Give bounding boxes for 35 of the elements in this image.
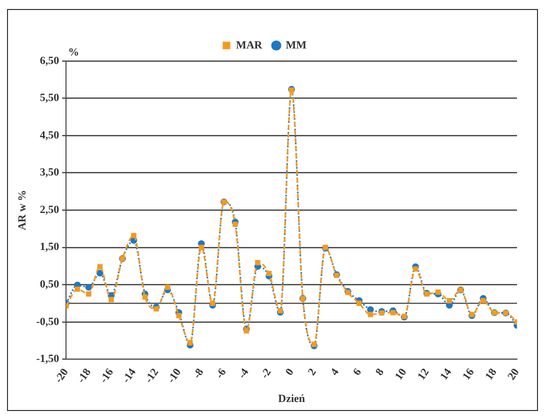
y-tick-label: 2,50 [40,204,60,216]
x-tick-label: 8 [374,366,387,378]
y-tick-label: 0,50 [40,278,60,291]
y-axis-title: AR w % [16,190,28,230]
x-tick-label: -6 [214,366,229,381]
x-tick-label: -18 [75,366,94,386]
y-tick-label: 4,50 [40,129,60,142]
x-tick-label: 18 [483,366,500,382]
x-axis-title: Dzień [278,393,305,406]
x-tick-label: -4 [236,366,252,381]
y-tick-label: 3,50 [40,166,60,179]
x-tick-label: -16 [98,366,116,386]
y-tick-label: 5,50 [40,92,60,104]
x-tick-label: 12 [415,366,432,382]
legend-label: MM [286,39,308,52]
x-tick-label: 10 [392,366,410,382]
x-tick-label: 6 [350,366,364,378]
x-tick-label: 16 [460,366,477,382]
y-tick-label: 1,50 [40,241,60,254]
x-tick-label: -2 [258,366,274,381]
x-tick-label: -20 [52,366,72,386]
x-tick-label: 14 [438,366,454,382]
x-tick-label: 4 [328,366,342,378]
x-tick-label: 2 [306,366,320,378]
x-tick-label: -8 [191,366,206,381]
x-tick-label: -12 [142,366,162,386]
text: % [68,46,80,58]
legend-label: MAR [236,39,264,52]
x-tick-label: -14 [120,366,139,386]
y-tick-label: 6,50 [40,54,60,67]
x-tick-label: 0 [283,366,297,378]
x-tick-label: 20 [506,366,522,382]
y-tick-label: -0,50 [36,316,60,328]
y-tick-label: -1,50 [36,353,60,366]
x-tick-label: -10 [165,366,184,386]
